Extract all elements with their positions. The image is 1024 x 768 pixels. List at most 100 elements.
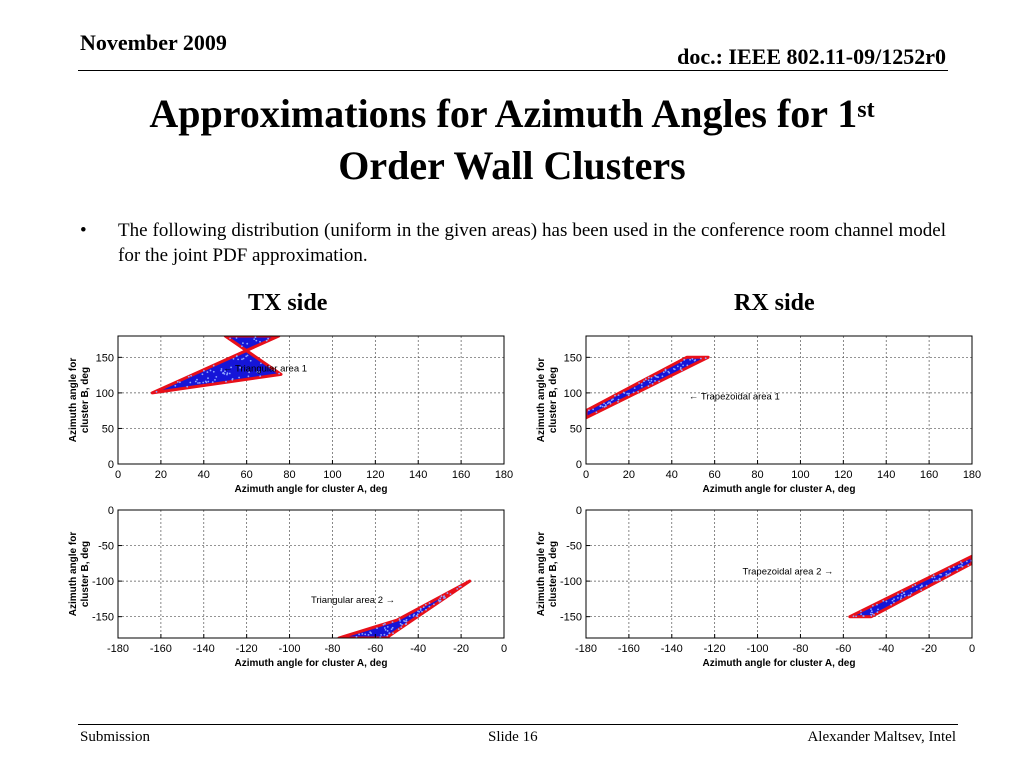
sample-point: [603, 406, 606, 408]
sample-point: [644, 378, 647, 381]
x-tick-label: 20: [155, 469, 167, 481]
sample-point: [456, 588, 459, 590]
sample-point: [367, 634, 370, 636]
sample-point: [903, 592, 906, 595]
sample-point: [680, 369, 683, 372]
sample-point: [921, 585, 923, 588]
sample-point: [226, 372, 229, 375]
sample-point: [223, 373, 226, 375]
rx-side-label: RX side: [734, 290, 815, 316]
plot-frame: [585, 335, 973, 465]
sample-point: [235, 355, 238, 358]
x-tick-label: 40: [198, 469, 210, 481]
x-tick-label: -20: [453, 643, 469, 655]
sample-point: [910, 591, 913, 594]
sample-point: [936, 579, 938, 582]
bullet-item: • The following distribution (uniform in…: [80, 218, 946, 268]
x-axis-label: Azimuth angle for cluster A, deg: [235, 484, 388, 495]
sample-point: [870, 610, 873, 613]
sample-point: [439, 597, 442, 600]
sample-point: [661, 375, 664, 378]
x-tick-label: 0: [583, 469, 589, 481]
sample-points: [155, 336, 280, 393]
sample-point: [862, 615, 865, 617]
sample-point: [622, 391, 625, 394]
sample-point: [689, 358, 691, 361]
x-tick-label: -20: [921, 643, 937, 655]
sample-point: [267, 337, 269, 340]
sample-point: [190, 374, 193, 377]
sample-point: [640, 383, 643, 385]
header-doc-number: doc.: IEEE 802.11-09/1252r0: [677, 44, 946, 69]
sample-point: [421, 610, 423, 613]
tx-side-label: TX side: [248, 290, 328, 316]
x-tick-label: 100: [323, 469, 341, 481]
sample-point: [361, 633, 364, 635]
sample-point: [444, 596, 446, 599]
sample-point: [609, 401, 611, 404]
x-tick-label: 60: [241, 469, 253, 481]
x-tick-label: 80: [751, 469, 763, 481]
sample-point: [232, 358, 235, 360]
sample-point: [459, 585, 462, 588]
sample-point: [617, 398, 620, 401]
sample-point: [400, 626, 403, 628]
x-tick-label: -100: [747, 643, 769, 655]
sample-point: [704, 357, 707, 360]
sample-point: [442, 595, 445, 598]
sample-point: [449, 593, 452, 595]
sample-point: [686, 364, 689, 367]
sample-point: [405, 618, 408, 621]
sample-point: [961, 565, 964, 568]
x-tick-label: -80: [324, 643, 340, 655]
plot-area: [118, 336, 504, 464]
sample-point: [222, 372, 224, 375]
sample-points: [852, 559, 972, 618]
sample-point: [949, 572, 952, 575]
sample-point: [632, 391, 635, 394]
sample-point: [885, 600, 888, 603]
sample-point: [358, 633, 360, 636]
sample-point: [260, 362, 262, 365]
sample-point: [610, 399, 613, 402]
y-tick-label: 50: [570, 423, 582, 435]
sample-point: [405, 620, 408, 623]
sample-point: [700, 357, 702, 360]
sample-point: [651, 383, 654, 385]
sample-point: [246, 354, 249, 357]
sample-point: [938, 579, 941, 581]
sample-point: [231, 378, 234, 380]
sample-point: [914, 583, 917, 586]
sample-point: [599, 405, 602, 408]
sample-point: [247, 375, 250, 378]
y-axis-label: Azimuth angle forcluster B, deg: [68, 358, 91, 443]
sample-point: [209, 369, 212, 372]
sample-point: [643, 380, 645, 383]
y-axis-label: Azimuth angle forcluster B, deg: [536, 358, 559, 443]
sample-point: [391, 621, 394, 623]
sample-point: [220, 369, 223, 372]
footer-submission: Submission: [80, 729, 151, 745]
sample-point: [268, 365, 271, 368]
sample-point: [650, 377, 653, 379]
sample-point: [947, 573, 950, 576]
y-tick-label: 100: [96, 388, 114, 400]
sample-point: [956, 569, 959, 572]
sample-point: [259, 340, 261, 343]
sample-point: [241, 358, 243, 361]
sample-point: [897, 597, 899, 599]
sample-point: [893, 601, 895, 604]
sample-point: [617, 400, 619, 403]
sample-point: [196, 378, 198, 381]
sample-point: [873, 613, 875, 616]
sample-point: [214, 379, 216, 381]
sample-point: [416, 615, 419, 617]
sample-point: [872, 604, 874, 607]
sample-point: [931, 576, 934, 579]
sample-point: [852, 615, 855, 618]
sample-point: [871, 612, 874, 615]
chart-rx-bottom: -180 -160 -140 -120 -100 -80 -60 -40 -20 0 0 -50 -10…: [536, 505, 975, 669]
sample-point: [893, 598, 895, 601]
sample-point: [386, 630, 389, 632]
header-rule: [78, 70, 948, 71]
